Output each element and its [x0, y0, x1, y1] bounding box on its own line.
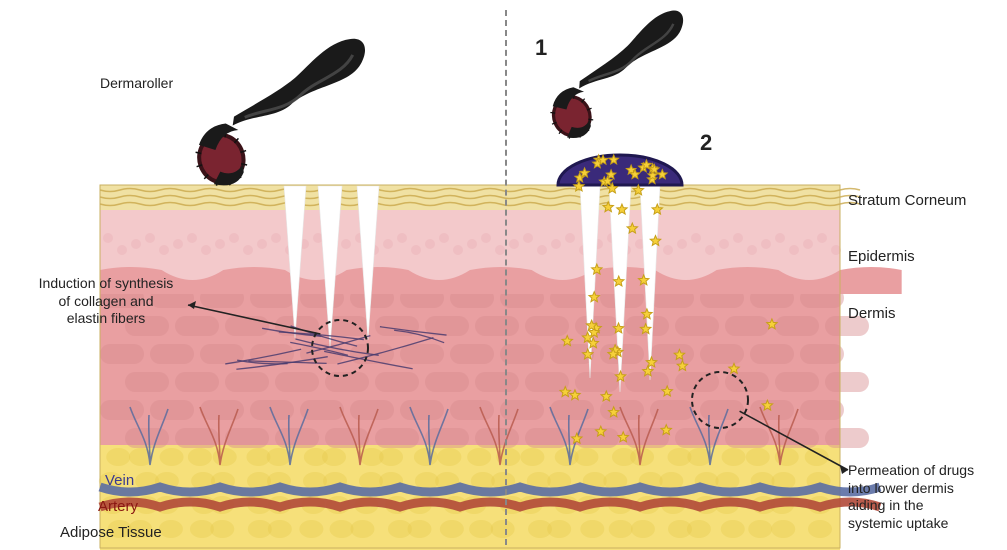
label-permeation: Permeation of drugs into lower dermis ai…: [848, 462, 1007, 532]
label-vein: Vein: [105, 472, 134, 489]
label-step2: 2: [700, 130, 712, 156]
label-induction: Induction of synthesis of collagen and e…: [26, 275, 186, 328]
label-adipose: Adipose Tissue: [60, 524, 162, 541]
label-dermis: Dermis: [848, 305, 896, 322]
label-artery: Artery: [98, 498, 138, 515]
label-step1: 1: [535, 35, 547, 61]
center-divider: [505, 10, 507, 545]
label-epidermis: Epidermis: [848, 248, 915, 265]
label-stratum-corneum: Stratum Corneum: [848, 192, 966, 209]
label-dermaroller: Dermaroller: [100, 75, 173, 91]
